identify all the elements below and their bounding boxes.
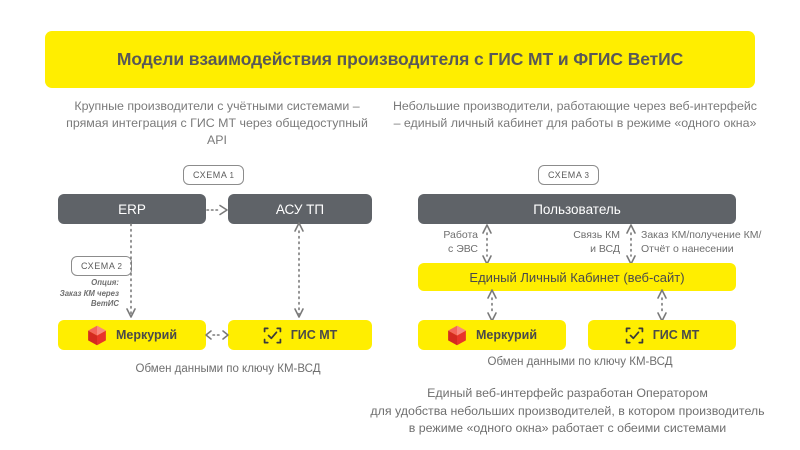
annotation-scheme-2-line-2: Заказ КМ через: [59, 288, 119, 298]
box-gismt-left-label: ГИС МТ: [290, 328, 338, 342]
arrow-user-to-elk-left: [482, 224, 492, 265]
cube-icon: [448, 325, 466, 345]
cube-icon: [88, 325, 106, 345]
arrow-elk-to-mercury: [487, 289, 497, 322]
arrow-user-to-elk-right: [626, 224, 636, 265]
right-column-description: Небольшие производители, работающие чере…: [392, 99, 757, 130]
box-asu-tp-label: АСУ ТП: [275, 201, 325, 217]
badge-scheme-1: СХЕМА 1: [183, 165, 244, 185]
box-gismt-right[interactable]: ГИС МТ: [588, 320, 736, 350]
arrow-elk-to-gismt: [657, 289, 667, 322]
arrow-erp-to-asu: [206, 204, 228, 216]
box-asu-tp[interactable]: АСУ ТП: [228, 194, 372, 224]
box-mercury-right-label: Меркурий: [475, 328, 538, 342]
arrow-erp-to-mercury: [126, 223, 136, 318]
box-mercury-right[interactable]: Меркурий: [418, 320, 566, 350]
page-title: Модели взаимодействия производителя с ГИ…: [116, 49, 684, 69]
box-elk-label: Единый Личный Кабинет (веб-сайт): [469, 269, 685, 285]
box-gismt-right-label: ГИС МТ: [652, 328, 700, 342]
badge-scheme-2-label: СХЕМА: [81, 261, 116, 271]
box-elk[interactable]: Единый Личный Кабинет (веб-сайт): [418, 263, 736, 291]
box-user-label: Пользователь: [533, 201, 621, 217]
badge-scheme-1-number: 1: [229, 170, 234, 180]
arrow-mercury-to-gismt-left: [205, 330, 229, 340]
label-order-km-line-2: Отчёт о нанесении: [641, 243, 734, 255]
box-gismt-left[interactable]: ГИС МТ: [228, 320, 372, 350]
annotation-scheme-2-line-1: Опция:: [91, 278, 119, 287]
left-caption: Обмен данными по ключу КМ-ВСД: [135, 363, 321, 375]
label-evs: Работа с ЭВС: [420, 228, 478, 256]
label-km-vsd-line-1: Связь КМ: [573, 229, 620, 241]
footer-note-line-1: Единый веб-интерфейс разработан Оператор…: [427, 386, 708, 400]
arrow-asu-to-gismt: [294, 222, 304, 318]
badge-scheme-2-number: 2: [117, 261, 122, 271]
box-mercury-left[interactable]: Меркурий: [58, 320, 206, 350]
label-km-vsd-line-2: и ВСД: [590, 243, 620, 255]
footer-note-line-3: в режиме «одного окна» работает с обеими…: [408, 421, 727, 435]
annotation-scheme-2-line-3: ВетИС: [90, 299, 119, 308]
label-evs-line-2: с ЭВС: [448, 243, 478, 255]
badge-scheme-2: СХЕМА 2: [71, 256, 132, 276]
box-mercury-left-label: Меркурий: [115, 328, 178, 342]
label-order-km-line-1: Заказ КМ/получение КМ/: [641, 229, 762, 241]
box-erp[interactable]: ERP: [58, 194, 206, 224]
left-column-description: Крупные производители с учётными система…: [66, 99, 368, 147]
label-order-km: Заказ КМ/получение КМ/ Отчёт о нанесении: [641, 228, 800, 256]
badge-scheme-3: СХЕМА 3: [538, 165, 599, 185]
badge-scheme-1-label: СХЕМА: [193, 170, 228, 180]
label-km-vsd: Связь КМ и ВСД: [532, 228, 620, 256]
badge-scheme-3-label: СХЕМА: [548, 170, 583, 180]
label-evs-line-1: Работа: [443, 229, 478, 241]
badge-scheme-3-number: 3: [584, 170, 589, 180]
footer-note: Единый веб-интерфейс разработан Оператор…: [345, 385, 790, 438]
annotation-scheme-2: Опция: Заказ КМ через ВетИС: [34, 278, 119, 310]
right-caption: Обмен данными по ключу КМ-ВСД: [487, 356, 673, 368]
scan-check-icon: [263, 327, 281, 343]
title-banner: Модели взаимодействия производителя с ГИ…: [45, 31, 755, 88]
scan-check-icon: [625, 327, 643, 343]
box-user[interactable]: Пользователь: [418, 194, 736, 224]
footer-note-line-2: для удобства небольших производителей, в…: [370, 403, 765, 418]
box-erp-label: ERP: [118, 201, 146, 217]
